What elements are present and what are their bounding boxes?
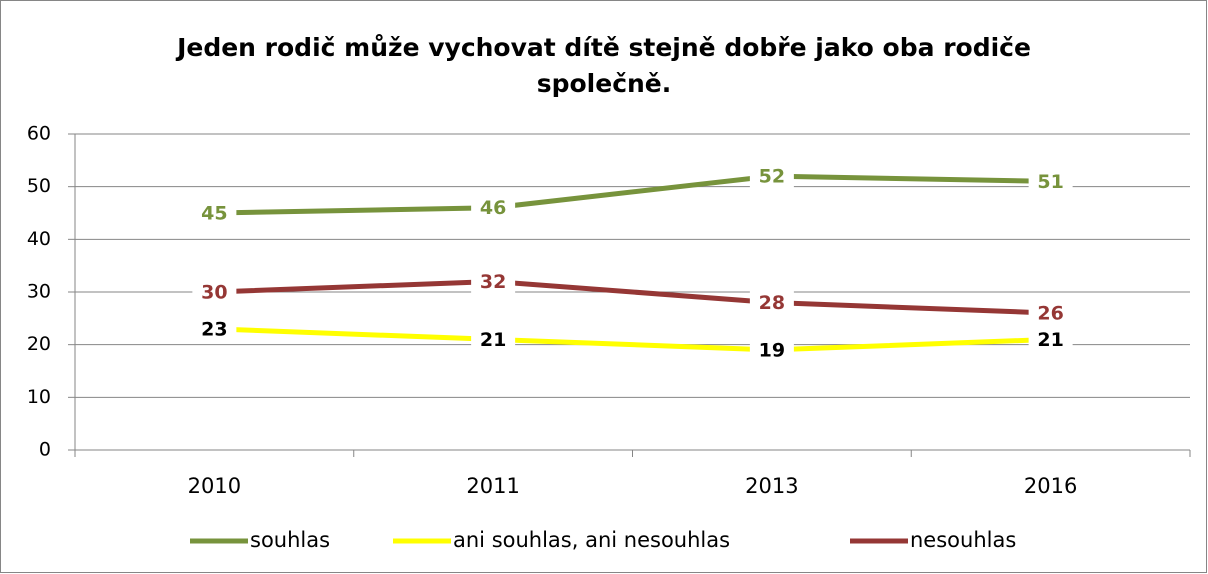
legend-label: nesouhlas <box>910 528 1016 552</box>
data-label: 30 <box>201 282 227 304</box>
x-tick-label: 2011 <box>466 474 519 498</box>
data-label: 23 <box>201 318 227 340</box>
data-label: 26 <box>1037 303 1063 325</box>
series-line <box>214 326 1051 353</box>
chart-title: Jeden rodič může vychovat dítě stejně do… <box>177 33 1031 98</box>
series-line <box>214 278 1051 316</box>
data-label: 21 <box>480 329 506 351</box>
data-label-bg <box>192 201 237 225</box>
data-label-bg <box>471 195 516 220</box>
series-line <box>214 173 1051 216</box>
x-tick-label: 2010 <box>188 474 241 498</box>
data-label-bg <box>749 290 794 315</box>
data-label-bg <box>1028 169 1073 194</box>
y-tick-label: 60 <box>27 123 51 145</box>
data-label: 45 <box>201 203 227 225</box>
legend-label: souhlas <box>250 528 330 552</box>
data-label: 52 <box>759 166 785 188</box>
data-label: 32 <box>480 271 506 293</box>
data-label-bg <box>1028 301 1073 326</box>
data-label: 46 <box>480 197 506 219</box>
y-tick-label: 30 <box>27 281 51 303</box>
x-tick-label: 2013 <box>745 474 798 498</box>
data-label: 28 <box>759 292 785 314</box>
y-tick-label: 20 <box>27 333 51 355</box>
y-tick-label: 10 <box>27 386 51 408</box>
y-tick-label: 50 <box>27 175 51 197</box>
data-label: 21 <box>1037 329 1063 351</box>
legend-label: ani souhlas, ani nesouhlas <box>453 528 730 552</box>
data-label-bg <box>749 164 794 189</box>
data-label: 51 <box>1037 171 1063 193</box>
data-label-bg <box>1028 327 1073 352</box>
y-tick-label: 40 <box>27 228 51 250</box>
data-label: 19 <box>759 339 785 361</box>
data-label-bg <box>471 327 516 352</box>
y-tick-label: 0 <box>39 439 51 461</box>
data-label-bg <box>749 337 794 362</box>
data-label-bg <box>192 316 237 341</box>
data-label-bg <box>192 280 237 304</box>
x-tick-label: 2016 <box>1024 474 1077 498</box>
data-label-bg <box>471 269 516 294</box>
